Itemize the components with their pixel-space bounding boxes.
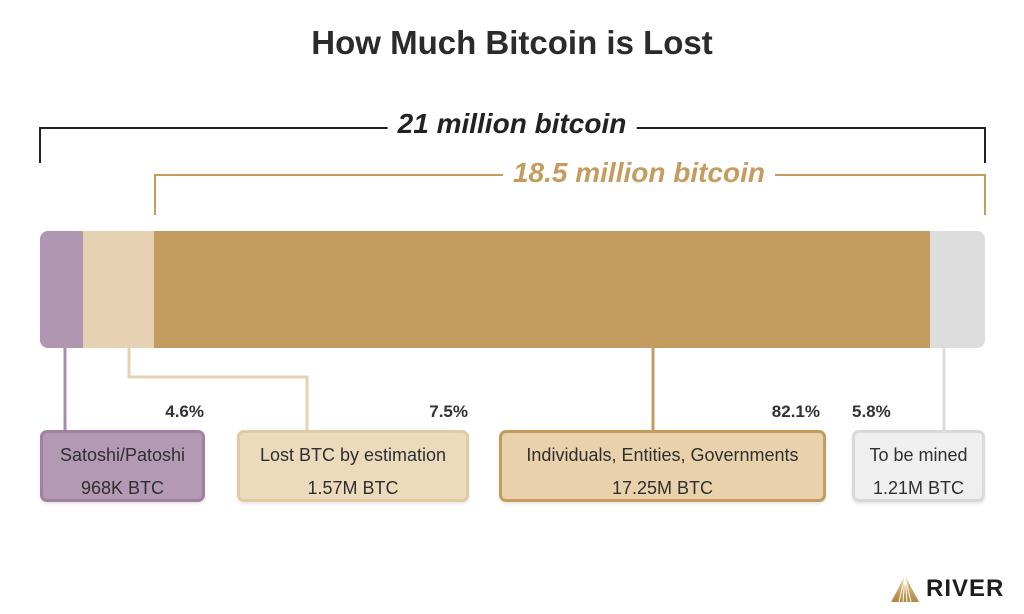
series-amount: 1.57M BTC — [307, 478, 399, 498]
bracket-total-label: 21 million bitcoin — [387, 108, 637, 140]
series-name: To be mined — [869, 445, 968, 465]
river-logo-icon — [891, 575, 919, 603]
series-amount: 17.25M BTC — [611, 478, 714, 498]
bar-segment-3 — [930, 231, 986, 348]
series-amount: 1.21M BTC — [872, 478, 965, 498]
percent-label: 7.5% — [429, 402, 468, 421]
percent-label: 5.8% — [852, 402, 891, 421]
percent-label: 4.6% — [165, 402, 204, 421]
bar-segment-0 — [40, 231, 84, 348]
series-amount: 968K BTC — [80, 478, 165, 498]
bar-segment-1 — [83, 231, 155, 348]
series-name: Lost BTC by estimation — [259, 445, 447, 465]
connector-lost — [127, 348, 309, 432]
legend-box-to-be-mined: To be mined 1.21M BTC — [852, 430, 985, 502]
series-name: Satoshi/Patoshi — [59, 445, 186, 465]
brand-name: RIVER — [926, 575, 1005, 602]
bracket-circulating-label: 18.5 million bitcoin — [502, 157, 776, 189]
river-logo: RIVER — [890, 574, 1004, 604]
legend-box-individuals: Individuals, Entities, Governments 17.25… — [499, 430, 826, 502]
legend-box-lost: Lost BTC by estimation 1.57M BTC — [237, 430, 469, 502]
series-name: Individuals, Entities, Governments — [526, 445, 799, 465]
legend-box-satoshi: Satoshi/Patoshi 968K BTC — [40, 430, 205, 502]
percent-label: 82.1% — [771, 402, 820, 421]
chart-title: How Much Bitcoin is Lost — [311, 24, 713, 61]
bar-segment-2 — [154, 231, 931, 348]
